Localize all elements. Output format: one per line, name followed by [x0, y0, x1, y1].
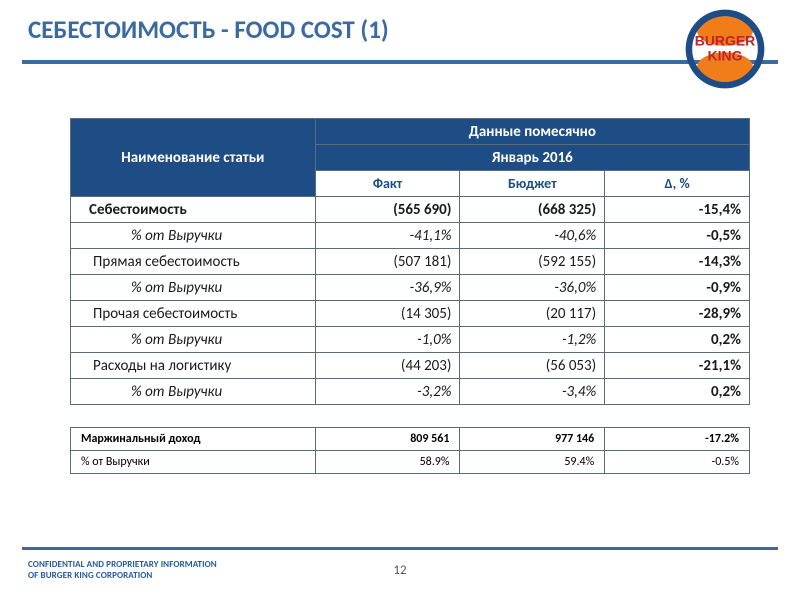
cell-name: Себестоимость [71, 197, 316, 223]
table-row: Себестоимость(565 690)(668 325)-15,4% [71, 197, 750, 223]
cost-table: Наименование статьи Данные помесячно Янв… [70, 118, 750, 405]
cell-fact: -41,1% [315, 223, 460, 249]
cell-name: Маржинальный доход [71, 428, 316, 451]
cell-delta: 0,2% [605, 327, 750, 353]
table-row: Маржинальный доход809 561977 146-17.2% [71, 428, 750, 451]
cell-fact: (565 690) [315, 197, 460, 223]
cell-delta: -0,9% [605, 275, 750, 301]
cell-name: Расходы на логистику [71, 353, 316, 379]
cell-budget: (592 155) [460, 249, 605, 275]
burger-king-logo: BURGER KING [680, 8, 770, 90]
cell-delta: -14,3% [605, 249, 750, 275]
cell-budget: (668 325) [460, 197, 605, 223]
col-monthly: Данные помесячно [315, 119, 749, 145]
cell-fact: 809 561 [315, 428, 460, 451]
table-row: Прямая себестоимость(507 181)(592 155)-1… [71, 249, 750, 275]
cell-delta: 0,2% [605, 379, 750, 405]
cell-delta: -17.2% [605, 428, 750, 451]
cell-delta: -15,4% [605, 197, 750, 223]
cell-delta: -0.5% [605, 451, 750, 474]
cell-budget: (20 117) [460, 301, 605, 327]
cell-name: Прочая себестоимость [71, 301, 316, 327]
cell-fact: 58.9% [315, 451, 460, 474]
confidential-line-2: OF BURGER KING CORPORATION [28, 571, 217, 582]
cell-budget: -36,0% [460, 275, 605, 301]
col-period: Январь 2016 [315, 145, 749, 171]
cell-name: % от Выручки [71, 451, 316, 474]
cell-fact: (44 203) [315, 353, 460, 379]
table-row: % от Выручки-3,2%-3,4%0,2% [71, 379, 750, 405]
table-row: Расходы на логистику(44 203)(56 053)-21,… [71, 353, 750, 379]
cell-name: % от Выручки [71, 223, 316, 249]
table-row: Прочая себестоимость(14 305)(20 117)-28,… [71, 301, 750, 327]
logo-text-top: BURGER [695, 33, 755, 49]
col-delta: Δ, % [605, 171, 750, 197]
cell-budget: 977 146 [460, 428, 605, 451]
cell-fact: -36,9% [315, 275, 460, 301]
logo-text-bottom: KING [708, 47, 743, 63]
table-row: % от Выручки-41,1%-40,6%-0,5% [71, 223, 750, 249]
cell-budget: 59.4% [460, 451, 605, 474]
cell-fact: -3,2% [315, 379, 460, 405]
confidential-notice: CONFIDENTIAL AND PROPRIETARY INFORMATION… [28, 560, 217, 582]
cell-fact: (14 305) [315, 301, 460, 327]
cell-fact: -1,0% [315, 327, 460, 353]
content-area: Наименование статьи Данные помесячно Янв… [70, 118, 750, 474]
cell-delta: -0,5% [605, 223, 750, 249]
cell-delta: -21,1% [605, 353, 750, 379]
cell-name: Прямая себестоимость [71, 249, 316, 275]
cell-budget: -1,2% [460, 327, 605, 353]
page-number: 12 [393, 563, 406, 578]
title-divider [22, 60, 778, 64]
cell-name: % от Выручки [71, 275, 316, 301]
cell-fact: (507 181) [315, 249, 460, 275]
table-row: % от Выручки58.9%59.4%-0.5% [71, 451, 750, 474]
col-fact: Факт [315, 171, 460, 197]
table-row: % от Выручки-1,0%-1,2%0,2% [71, 327, 750, 353]
col-name: Наименование статьи [71, 119, 316, 197]
cell-name: % от Выручки [71, 327, 316, 353]
cell-budget: -3,4% [460, 379, 605, 405]
cell-delta: -28,9% [605, 301, 750, 327]
margin-table: Маржинальный доход809 561977 146-17.2%% … [70, 427, 750, 474]
table-row: % от Выручки-36,9%-36,0%-0,9% [71, 275, 750, 301]
cell-budget: -40,6% [460, 223, 605, 249]
footer-divider [22, 547, 778, 550]
cell-budget: (56 053) [460, 353, 605, 379]
col-budget: Бюджет [460, 171, 605, 197]
cell-name: % от Выручки [71, 379, 316, 405]
